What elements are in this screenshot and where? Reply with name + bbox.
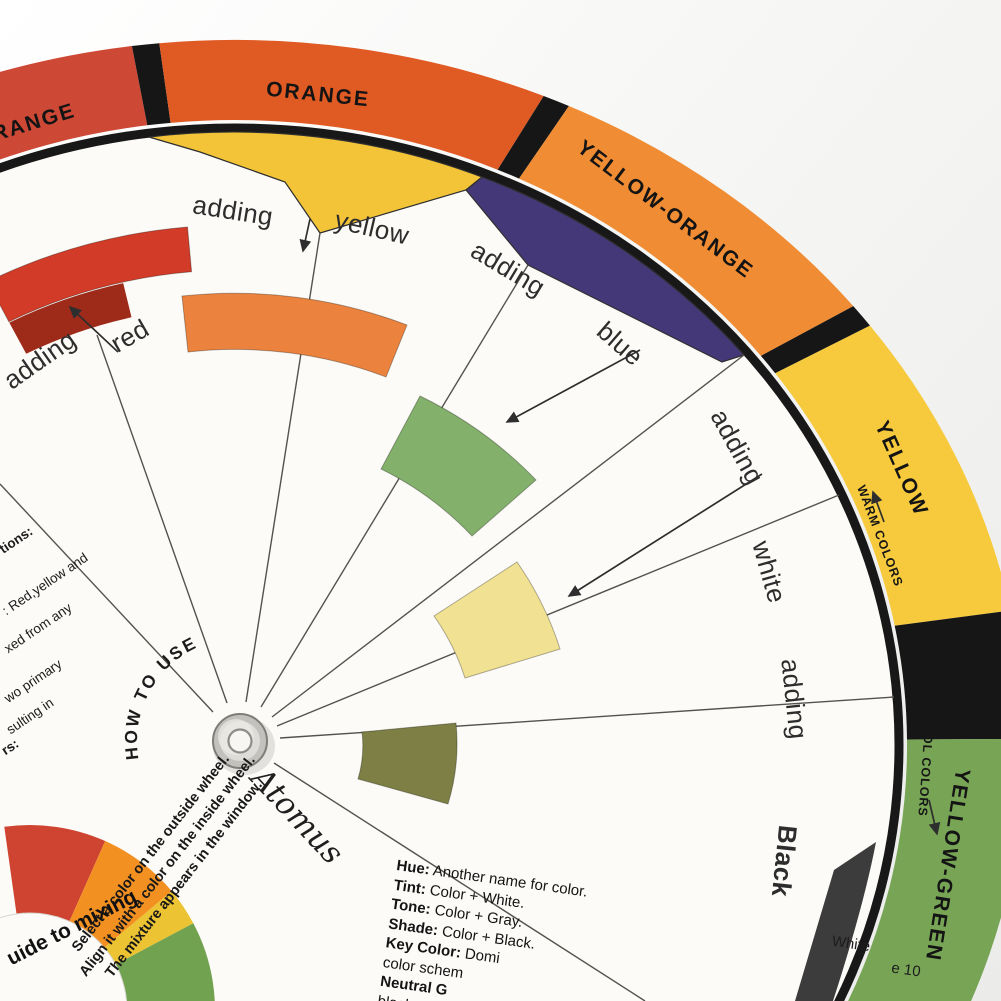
- ring-separator: [131, 43, 171, 126]
- window-orange: [181, 292, 408, 378]
- ring-segment-yellow-orange: [519, 106, 854, 356]
- sector-lines: [0, 232, 895, 1001]
- under-wheel-purple: [465, 176, 746, 363]
- mini-wheel-center: [0, 912, 128, 1001]
- ring-separator: [497, 96, 569, 179]
- ring-separator-warm-cool: [894, 611, 1001, 740]
- inner-black-ring: [0, 123, 904, 1001]
- window-green: [380, 395, 537, 537]
- window-red: [0, 226, 193, 323]
- window-olive: [357, 722, 458, 805]
- ring-segment-yellow-green: [848, 738, 1001, 1001]
- under-wheel-black: [795, 842, 876, 1001]
- ring-segment-yellow: [775, 325, 1001, 626]
- center-grommet: [212, 713, 275, 775]
- window-yellow: [433, 561, 561, 679]
- under-wheel-yellow: [148, 131, 484, 234]
- ring-segment-red-orange: [0, 46, 148, 160]
- ring-separator: [760, 306, 870, 374]
- mixing-arrows: [68, 218, 941, 836]
- ring-segment-orange: [159, 39, 544, 170]
